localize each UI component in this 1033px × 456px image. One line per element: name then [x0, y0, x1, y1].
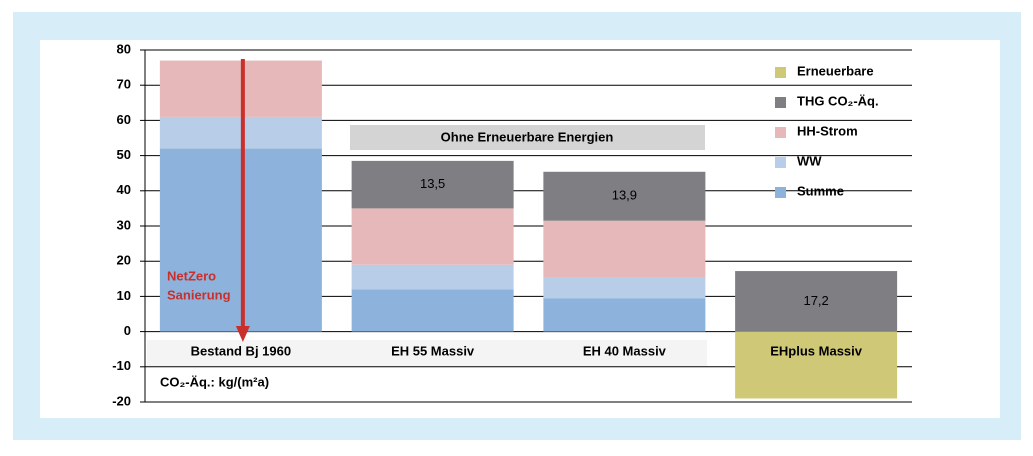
bar-segment [351, 160, 514, 209]
y-tick-label: -20 [112, 393, 131, 408]
y-tick-label: 50 [117, 147, 131, 162]
banner-box [350, 125, 705, 150]
legend-swatch [775, 97, 786, 108]
bar-segment [543, 171, 706, 221]
arrow-label: NetZero [167, 268, 216, 283]
data-label: 13,9 [612, 188, 637, 203]
category-band [147, 340, 707, 366]
legend-swatch [775, 127, 786, 138]
y-tick-label: 60 [117, 112, 131, 127]
bar-segment [351, 208, 514, 265]
legend-swatch [775, 67, 786, 78]
bar-segment [351, 289, 514, 332]
y-tick-label: 40 [117, 182, 131, 197]
bar-segment [735, 271, 898, 332]
unit-label: CO₂-Äq.: kg/(m²a) [160, 374, 269, 389]
data-label: 17,2 [803, 293, 828, 308]
bar-segment [543, 298, 706, 332]
x-tick-label: EH 55 Massiv [391, 343, 475, 358]
y-tick-label: 10 [117, 288, 131, 303]
arrow-label: Sanierung [167, 287, 231, 302]
legend-label: WW [797, 153, 822, 168]
x-tick-label: EHplus Massiv [770, 343, 863, 358]
bar-segment [351, 264, 514, 290]
y-tick-label: 20 [117, 253, 131, 268]
legend-label: Erneuerbare [797, 63, 874, 78]
x-tick-label: Bestand Bj 1960 [191, 343, 291, 358]
y-tick-label: 30 [117, 217, 131, 232]
bar-segment [543, 220, 706, 278]
y-tick-label: 80 [117, 41, 131, 56]
y-tick-label: -10 [112, 358, 131, 373]
banner: Ohne Erneuerbare Energien [441, 129, 614, 144]
legend-swatch [775, 187, 786, 198]
legend-swatch [775, 157, 786, 168]
bar-segment [543, 277, 706, 299]
bar-segment [735, 331, 898, 399]
x-tick-label: EH 40 Massiv [583, 343, 667, 358]
y-tick-label: 0 [124, 323, 131, 338]
legend-label: Summe [797, 183, 844, 198]
y-tick-label: 70 [117, 77, 131, 92]
legend-label: THG CO₂-Äq. [797, 93, 879, 108]
legend-label: HH-Strom [797, 123, 858, 138]
data-label: 13,5 [420, 176, 445, 191]
arrow-head [235, 326, 250, 342]
